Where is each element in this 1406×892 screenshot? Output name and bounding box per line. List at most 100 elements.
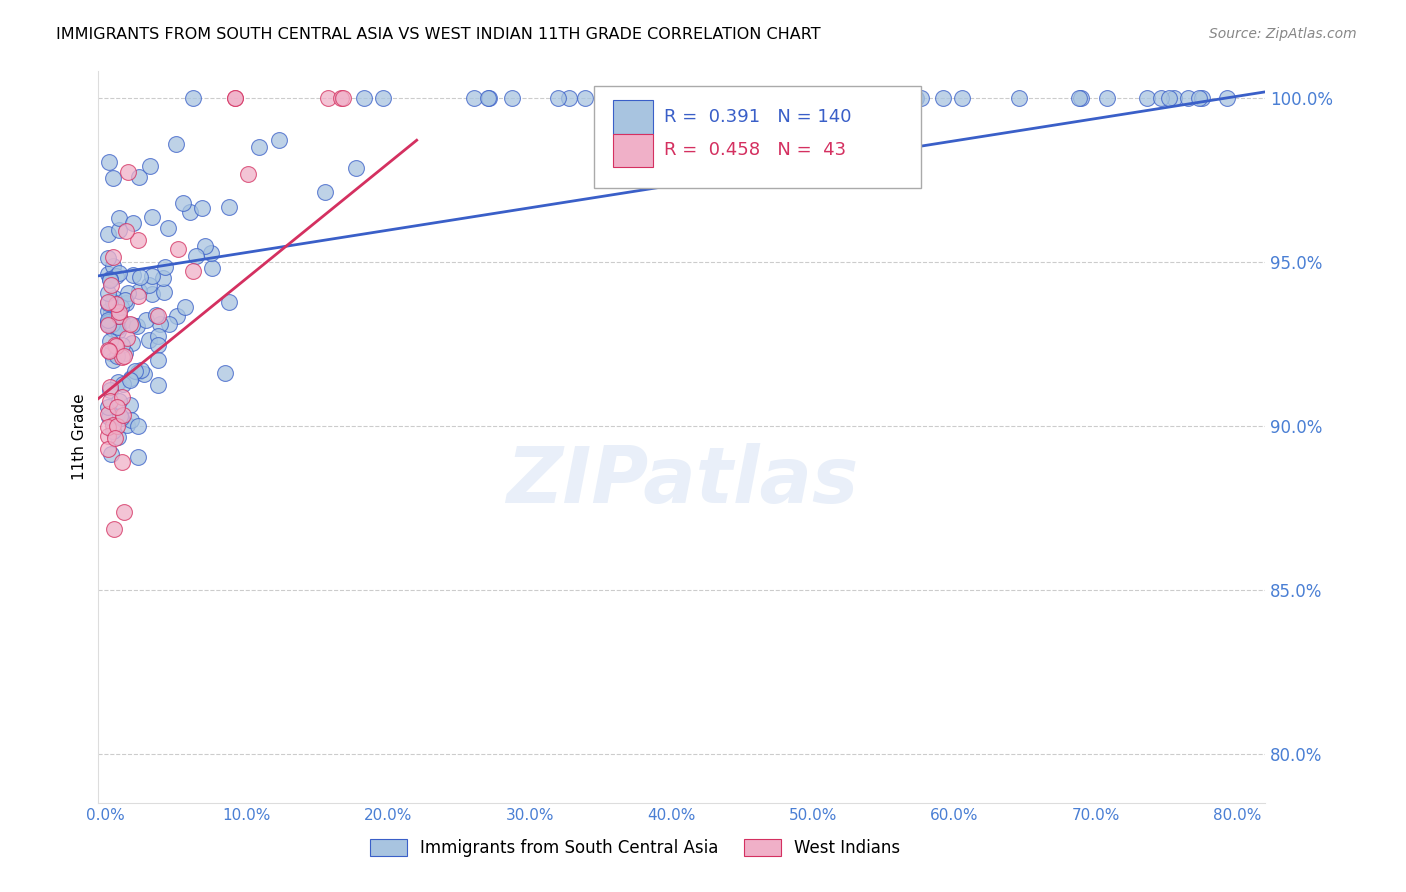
Point [100,447,122,461]
Point [849,90,872,104]
Point [104,431,127,445]
Point [114,293,136,308]
Point [149,317,172,331]
Point [478,90,501,104]
Point [97,344,120,359]
Point [201,260,224,275]
Point [97,317,120,331]
FancyBboxPatch shape [613,100,652,134]
Point [910,90,932,104]
Point [124,364,146,378]
Point [98,272,121,286]
Point [332,90,354,104]
Point [97,343,120,357]
Point [97,295,120,310]
Point [148,329,170,343]
Point [97,313,120,327]
Point [1136,90,1159,104]
Point [146,337,169,351]
Point [128,284,150,298]
Y-axis label: 11th Grade: 11th Grade [72,393,87,481]
Point [107,222,129,236]
Point [98,272,121,286]
Point [108,309,131,323]
Point [127,318,149,333]
Point [157,317,180,331]
Text: IMMIGRANTS FROM SOUTH CENTRAL ASIA VS WEST INDIAN 11TH GRADE CORRELATION CHART: IMMIGRANTS FROM SOUTH CENTRAL ASIA VS WE… [56,27,821,42]
Text: R =  0.458   N =  43: R = 0.458 N = 43 [665,141,846,160]
Point [224,90,246,104]
Point [619,90,641,104]
Point [127,289,149,303]
Point [931,90,953,104]
Point [817,90,839,104]
Point [155,260,177,275]
Point [97,267,120,281]
Point [138,333,160,347]
Point [111,390,134,404]
Point [100,380,122,394]
Point [778,90,800,104]
Point [1008,90,1031,104]
Point [111,338,134,352]
Point [904,90,927,104]
Point [105,349,128,363]
Point [950,90,973,104]
Point [98,394,121,409]
Point [131,362,153,376]
Point [558,90,581,104]
Point [112,349,135,363]
Point [103,294,125,309]
Point [115,331,138,345]
Point [174,300,197,314]
Point [111,455,134,469]
Point [1069,90,1091,104]
Point [111,376,134,391]
Point [122,268,145,282]
Point [105,297,128,311]
Point [165,137,187,152]
Point [97,400,120,414]
Point [755,90,778,104]
Point [107,325,129,339]
Point [100,312,122,326]
Point [181,264,204,278]
Point [138,159,160,173]
Point [166,309,188,323]
Point [218,200,240,214]
Point [105,419,128,434]
Point [224,90,246,104]
Point [184,249,207,263]
Point [214,366,236,380]
Point [111,314,134,328]
Point [132,367,155,381]
Point [547,90,569,104]
Point [121,335,143,350]
Point [247,140,270,154]
Point [146,377,169,392]
Point [373,90,395,104]
Point [101,260,124,274]
Point [1159,90,1181,104]
Point [167,242,190,256]
Point [105,339,128,353]
Point [127,450,149,464]
Point [141,268,163,283]
Point [118,317,141,331]
Point [179,204,201,219]
Point [97,285,120,300]
Point [118,398,141,412]
Point [191,202,214,216]
Point [105,400,128,414]
Point [236,167,259,181]
Point [97,428,120,442]
Point [103,291,125,305]
Point [101,322,124,336]
Point [128,169,150,184]
Point [101,171,124,186]
Point [1177,90,1199,104]
Point [107,394,129,409]
Point [127,365,149,379]
Point [501,90,523,104]
Point [104,337,127,351]
